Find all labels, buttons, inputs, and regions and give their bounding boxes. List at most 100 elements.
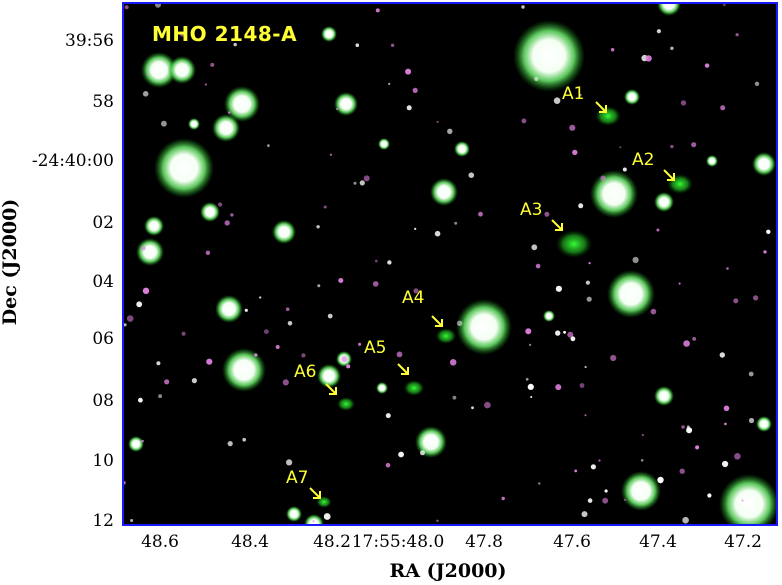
star — [224, 86, 260, 122]
background-dot — [585, 280, 590, 285]
background-dot — [682, 516, 689, 524]
background-dot — [692, 337, 697, 341]
background-dot — [336, 107, 339, 111]
background-dot — [723, 4, 726, 6]
background-dot — [704, 63, 710, 68]
background-dot — [323, 205, 327, 209]
background-dot — [436, 519, 439, 522]
background-dot — [218, 202, 223, 207]
background-dot — [161, 120, 167, 127]
star — [188, 118, 200, 130]
background-dot — [375, 8, 380, 13]
background-dot — [567, 331, 574, 338]
knot-label: A1 — [562, 84, 585, 104]
star — [376, 382, 388, 394]
arrow-icon — [397, 363, 409, 375]
background-dot — [563, 330, 566, 334]
x-tick-label: 48.2 — [313, 532, 351, 552]
background-dot — [555, 285, 562, 292]
background-dot — [346, 364, 351, 369]
background-dot — [396, 351, 403, 358]
background-dot — [604, 489, 608, 493]
background-dot — [301, 353, 306, 358]
y-axis-label: Dec (J2000) — [0, 198, 21, 326]
star — [654, 386, 674, 406]
background-dot — [590, 464, 596, 470]
background-dot — [683, 340, 690, 347]
background-dot — [124, 481, 126, 485]
x-tick-label: 47.4 — [639, 532, 677, 552]
background-dot — [656, 228, 660, 232]
star — [454, 141, 470, 157]
knot-a5 — [403, 380, 425, 396]
background-dot — [587, 498, 593, 503]
background-dot — [650, 308, 657, 315]
figure-title: MHO 2148-A — [152, 22, 298, 46]
background-dot — [748, 417, 755, 424]
background-dot — [484, 401, 491, 409]
background-dot — [656, 29, 662, 34]
background-dot — [323, 513, 331, 520]
background-dot — [158, 394, 162, 399]
star — [200, 202, 220, 222]
background-dot — [578, 203, 584, 209]
background-dot — [574, 469, 578, 473]
background-dot — [287, 321, 293, 326]
background-dot — [569, 124, 576, 131]
background-dot — [254, 353, 258, 357]
background-dot — [414, 227, 417, 230]
background-dot — [359, 180, 365, 186]
arrow-icon — [595, 101, 607, 113]
background-dot — [224, 220, 230, 226]
y-tick-label: 10 — [92, 451, 114, 471]
background-dot — [763, 250, 767, 254]
y-tick-label: 12 — [92, 511, 114, 531]
star — [154, 138, 214, 198]
sky-image — [124, 4, 776, 524]
star — [168, 56, 196, 84]
star — [756, 416, 772, 432]
background-dot — [530, 396, 533, 398]
star — [128, 436, 144, 452]
star — [543, 310, 555, 322]
background-dot — [267, 144, 270, 147]
background-dot — [670, 46, 674, 50]
background-dot — [641, 433, 644, 437]
background-dot — [398, 451, 404, 458]
background-dot — [720, 105, 726, 111]
background-dot — [164, 379, 170, 385]
background-dot — [584, 414, 587, 417]
background-dot — [124, 5, 129, 10]
background-dot — [525, 328, 532, 335]
star — [590, 170, 638, 218]
background-dot — [657, 476, 664, 484]
knot-label: A2 — [632, 150, 655, 170]
background-dot — [436, 120, 439, 123]
background-dot — [501, 496, 505, 501]
background-dot — [449, 359, 457, 366]
y-tick-label: 39:56 — [65, 31, 114, 51]
background-dot — [447, 128, 453, 134]
background-dot — [141, 246, 146, 251]
background-dot — [724, 422, 727, 426]
background-dot — [124, 323, 127, 327]
knot-label: A7 — [286, 468, 309, 488]
star — [752, 152, 776, 176]
star — [334, 92, 358, 116]
background-dot — [602, 497, 609, 504]
background-dot — [619, 146, 622, 149]
background-dot — [228, 111, 231, 114]
background-dot — [375, 259, 378, 263]
background-dot — [126, 315, 134, 322]
background-dot — [581, 511, 588, 518]
x-tick-label: 47.2 — [724, 532, 762, 552]
background-dot — [146, 73, 150, 76]
background-dot — [244, 308, 248, 312]
background-dot — [264, 329, 269, 334]
background-dot — [555, 330, 561, 336]
background-dot — [388, 82, 391, 86]
background-dot — [282, 379, 289, 386]
background-dot — [622, 167, 627, 172]
x-tick-label: 47.8 — [465, 532, 503, 552]
background-dot — [390, 43, 395, 47]
